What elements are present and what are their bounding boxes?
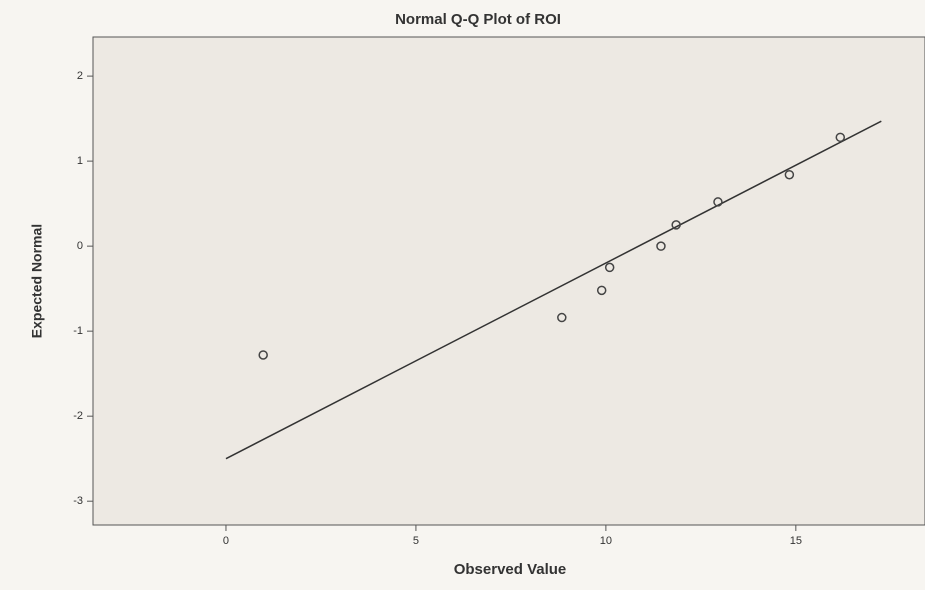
point xyxy=(671,220,681,230)
point xyxy=(713,197,723,207)
chart-title: Normal Q-Q Plot of ROI xyxy=(395,11,561,28)
point xyxy=(258,350,268,360)
point xyxy=(656,241,666,251)
x-tick-label: 10 xyxy=(600,535,612,547)
y-axis-label: Expected Normal xyxy=(29,224,45,338)
point xyxy=(596,285,607,296)
x-tick-label: 5 xyxy=(413,535,419,547)
x-tick-label: 15 xyxy=(790,535,802,547)
point xyxy=(784,169,795,180)
point xyxy=(835,132,846,143)
y-tick-label: 0 xyxy=(77,240,83,252)
y-tick-label: -2 xyxy=(73,410,83,422)
y-tick-label: -1 xyxy=(73,325,83,337)
x-axis-label: Observed Value xyxy=(454,561,567,578)
point xyxy=(604,262,615,273)
y-tick-label: 1 xyxy=(77,155,83,167)
x-tick-label: 0 xyxy=(223,535,229,547)
y-tick-label: -3 xyxy=(73,495,83,507)
point xyxy=(557,312,567,323)
plot-area xyxy=(92,36,925,526)
reference-line xyxy=(225,120,882,460)
y-tick-label: 2 xyxy=(77,70,83,82)
